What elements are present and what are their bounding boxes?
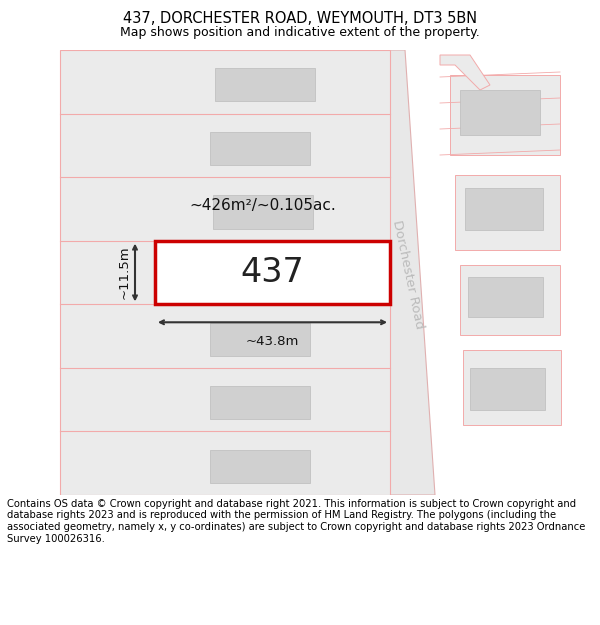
Polygon shape <box>360 50 435 495</box>
Bar <box>210 322 310 356</box>
Text: ~43.8m: ~43.8m <box>246 335 299 348</box>
Bar <box>465 188 543 230</box>
Text: ~426m²/~0.105ac.: ~426m²/~0.105ac. <box>189 198 336 213</box>
Bar <box>468 277 543 317</box>
Bar <box>460 265 560 335</box>
Polygon shape <box>60 50 390 495</box>
Bar <box>213 196 313 229</box>
Bar <box>215 68 315 101</box>
Bar <box>155 241 390 304</box>
Text: 437, DORCHESTER ROAD, WEYMOUTH, DT3 5BN: 437, DORCHESTER ROAD, WEYMOUTH, DT3 5BN <box>123 11 477 26</box>
Text: 437: 437 <box>241 256 304 289</box>
Text: Map shows position and indicative extent of the property.: Map shows position and indicative extent… <box>120 26 480 39</box>
Bar <box>455 175 560 250</box>
Bar <box>460 90 540 135</box>
Bar <box>470 368 545 410</box>
Bar <box>210 132 310 165</box>
Bar <box>463 350 561 425</box>
Text: Dorchester Road: Dorchester Road <box>390 219 426 331</box>
Bar <box>450 75 560 155</box>
Polygon shape <box>440 55 490 90</box>
Text: Contains OS data © Crown copyright and database right 2021. This information is : Contains OS data © Crown copyright and d… <box>7 499 586 544</box>
Bar <box>210 386 310 419</box>
Text: ~11.5m: ~11.5m <box>118 246 131 299</box>
Bar <box>210 450 310 482</box>
